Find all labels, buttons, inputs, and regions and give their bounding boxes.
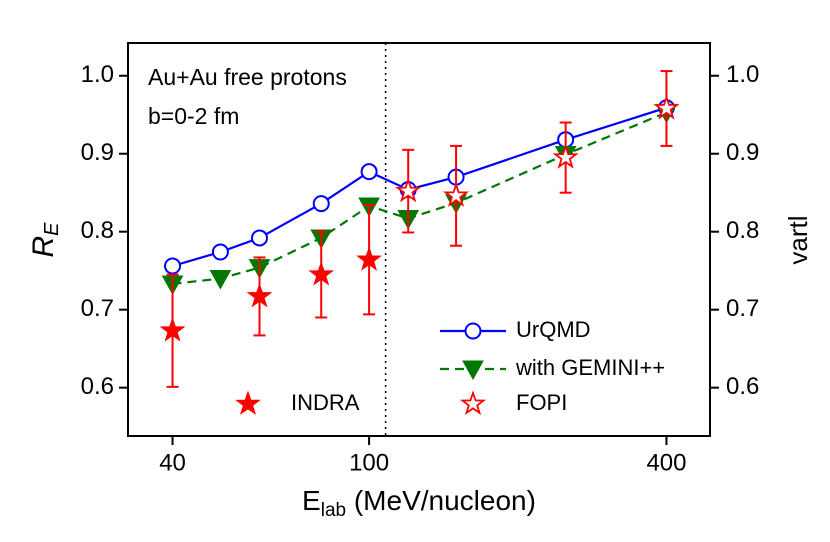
y-tick-label: 0.9 [81, 139, 114, 166]
data-point [251, 229, 269, 247]
x-label-rest: (MeV/nucleon) [346, 485, 536, 516]
x-tick-label: 40 [159, 449, 186, 476]
legend-label: with GEMINI++ [515, 355, 665, 380]
annotation: Au+Au free protons [148, 64, 347, 90]
data-point [308, 261, 335, 286]
y-axis-label: RE [27, 222, 63, 258]
x-tick-label: 400 [646, 449, 686, 476]
y2-tick-label: 0.8 [726, 217, 759, 244]
legend-label: UrQMD [516, 317, 591, 342]
data-point [653, 94, 680, 120]
y-tick-label: 0.6 [81, 373, 114, 400]
y2-tick-label: 1.0 [726, 61, 759, 88]
y-tick-label: 0.7 [81, 295, 114, 322]
legend-marker [235, 390, 261, 415]
legend-marker [459, 390, 487, 416]
legend-label: INDRA [291, 390, 360, 415]
plot-frame [127, 42, 711, 437]
x-tick-label: 100 [349, 449, 389, 476]
data-point [209, 269, 232, 290]
legend-marker [464, 322, 482, 340]
annotation: b=0-2 fm [148, 103, 239, 129]
y2-tick-label: 0.9 [726, 139, 759, 166]
data-point [312, 195, 330, 213]
data-point [246, 282, 273, 308]
y2-axis-label: vartl [783, 215, 813, 264]
data-point [552, 143, 579, 169]
y2-tick-label: 0.6 [726, 373, 759, 400]
y-label-sub: E [41, 222, 63, 236]
series-line [172, 111, 667, 285]
legend-marker [462, 360, 484, 381]
y2-tick-label: 0.7 [726, 295, 759, 322]
x-axis-label: Elab (MeV/nucleon) [302, 485, 536, 521]
y-tick-label: 0.8 [81, 217, 114, 244]
legend-label: FOPI [516, 390, 567, 415]
data-point [164, 257, 182, 275]
data-point [442, 182, 470, 207]
data-point [211, 243, 229, 261]
data-point [360, 163, 378, 181]
y-label-main: R [27, 236, 60, 258]
data-point [159, 317, 186, 342]
x-label-sub: lab [321, 500, 346, 521]
data-point [356, 246, 382, 271]
y-tick-label: 1.0 [81, 61, 114, 88]
x-label-main: E [302, 485, 321, 516]
data-point [395, 177, 422, 203]
series-line [172, 106, 667, 268]
